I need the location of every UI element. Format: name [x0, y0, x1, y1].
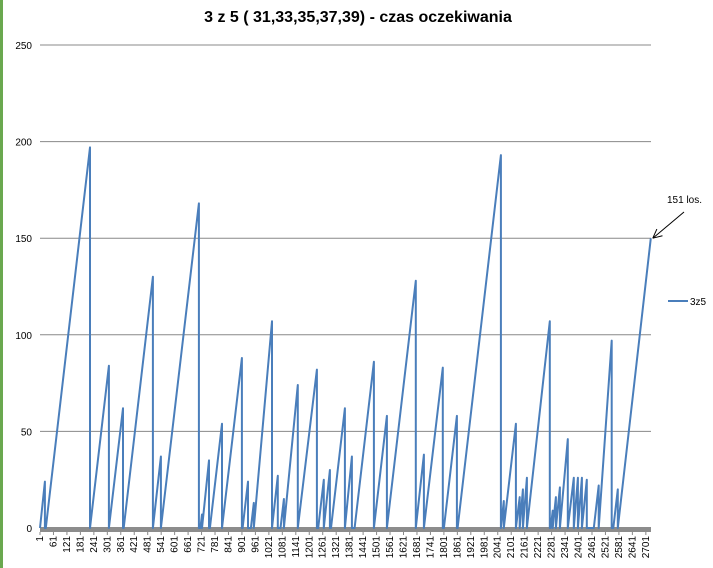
x-tick-label: 781 — [210, 536, 221, 553]
x-tick-label: 1321 — [331, 536, 342, 559]
x-tick-label: 2461 — [587, 536, 598, 559]
x-tick-label: 541 — [156, 536, 167, 553]
annotation-arrowhead — [652, 235, 663, 239]
y-tick-label: 50 — [21, 427, 33, 438]
x-tick-label: 1201 — [304, 536, 315, 559]
sheet-edge — [0, 0, 3, 568]
y-tick-label: 200 — [15, 138, 32, 149]
x-tick-label: 1861 — [452, 536, 463, 559]
x-tick-label: 1081 — [277, 536, 288, 559]
x-tick-label: 961 — [250, 536, 261, 553]
y-tick-label: 250 — [15, 41, 32, 52]
x-tick-label: 2521 — [600, 536, 611, 559]
x-tick-label: 1021 — [264, 536, 275, 559]
x-tick-label: 841 — [223, 536, 234, 553]
x-tick-label: 2221 — [533, 536, 544, 559]
annotation: 151 los. — [667, 195, 702, 206]
x-tick-label: 241 — [89, 536, 100, 553]
x-tick-label: 1 — [35, 536, 46, 542]
annotation-arrow — [652, 211, 685, 239]
x-tick-label: 2641 — [627, 536, 638, 559]
x-tick-label: 2101 — [506, 536, 517, 559]
x-tick-label: 181 — [75, 536, 86, 553]
x-tick-label: 481 — [143, 536, 154, 553]
x-tick-label: 1501 — [372, 536, 383, 559]
x-tick-label: 601 — [170, 536, 181, 553]
y-tick-label: 150 — [15, 234, 32, 245]
x-tick-label: 1261 — [318, 536, 329, 559]
x-tick-label: 361 — [116, 536, 127, 553]
annotation-arrowhead — [652, 228, 658, 239]
x-tick-label: 2401 — [574, 536, 585, 559]
x-tick-label: 1981 — [479, 536, 490, 559]
x-axis — [40, 527, 651, 532]
x-tick-label: 1681 — [412, 536, 423, 559]
x-tick-label: 1441 — [358, 536, 369, 559]
x-tick-label: 1921 — [466, 536, 477, 559]
x-tick-label: 2701 — [641, 536, 652, 559]
x-tick-label: 2281 — [547, 536, 558, 559]
x-tick-label: 61 — [48, 536, 59, 548]
x-tick-label: 2581 — [614, 536, 625, 559]
x-tick-label: 421 — [129, 536, 140, 553]
x-tick-label: 121 — [62, 536, 73, 553]
x-tick-label: 1801 — [439, 536, 450, 559]
x-tick-label: 301 — [102, 536, 113, 553]
x-tick-label: 901 — [237, 536, 248, 553]
x-tick-label: 1381 — [345, 536, 356, 559]
x-tick-label: 1561 — [385, 536, 396, 559]
x-tick-label: 1621 — [399, 536, 410, 559]
chart-title: 3 z 5 ( 31,33,35,37,39) - czas oczekiwan… — [204, 9, 512, 26]
x-tick-label: 721 — [197, 536, 208, 553]
legend-label: 3z5 — [690, 297, 707, 308]
y-tick-label: 100 — [15, 331, 32, 342]
x-tick-label: 2041 — [493, 536, 504, 559]
x-tick-label: 1141 — [291, 536, 302, 558]
y-tick-label: 0 — [26, 524, 32, 535]
x-tick-label: 661 — [183, 536, 194, 553]
x-tick-label: 1741 — [425, 536, 436, 559]
x-tick-label: 2161 — [520, 536, 531, 559]
x-tick-label: 2341 — [560, 536, 571, 559]
series-line — [39, 146, 652, 529]
